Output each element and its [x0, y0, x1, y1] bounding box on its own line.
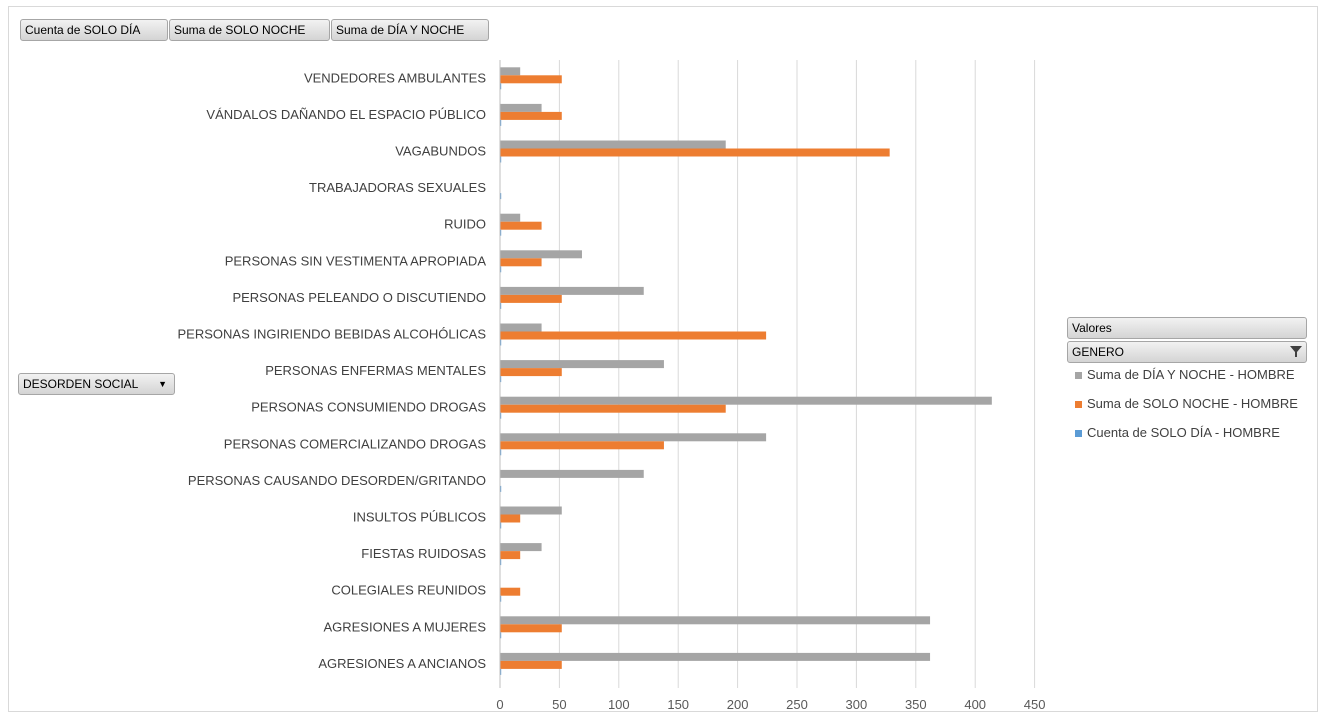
y-category-label: FIESTAS RUIDOSAS: [361, 546, 486, 561]
bar-dia-y-noche: [500, 103, 542, 112]
bar-dia-y-noche: [500, 616, 931, 625]
bar-solo-dia: [500, 229, 502, 236]
bar-dia-y-noche: [500, 250, 582, 259]
x-tick-label: 450: [1024, 697, 1046, 712]
bar-solo-noche: [500, 148, 890, 157]
y-category-label: PERSONAS SIN VESTIMENTA APROPIADA: [225, 253, 487, 268]
x-tick-label: 150: [667, 697, 689, 712]
row-field-label: DESORDEN SOCIAL: [23, 377, 139, 391]
legend-genero-field[interactable]: GENERO: [1067, 341, 1307, 363]
bar-dia-y-noche: [500, 652, 931, 661]
y-category-label: RUIDO: [444, 217, 486, 232]
bar-solo-dia: [500, 339, 502, 346]
filter-button-solo-dia[interactable]: Cuenta de SOLO DÍA: [20, 19, 168, 41]
bar-solo-noche: [500, 368, 562, 377]
y-category-label: INSULTOS PÚBLICOS: [353, 510, 486, 525]
chevron-down-icon: ▼: [158, 379, 167, 389]
bar-solo-dia: [500, 522, 502, 529]
legend-values-header[interactable]: Valores: [1067, 317, 1307, 339]
legend-entry-label: Cuenta de SOLO DÍA - HOMBRE: [1087, 425, 1280, 440]
y-category-label: PERSONAS INGIRIENDO BEBIDAS ALCOHÓLICAS: [178, 327, 487, 342]
bar-solo-dia: [500, 595, 502, 602]
y-category-label: AGRESIONES A ANCIANOS: [318, 656, 486, 671]
y-category-label: VAGABUNDOS: [395, 144, 486, 159]
filter-dropdown-icon: [1290, 346, 1302, 357]
bar-dia-y-noche: [500, 469, 644, 478]
bar-solo-noche: [500, 441, 664, 450]
bar-dia-y-noche: [500, 506, 562, 515]
bar-solo-noche: [500, 331, 767, 340]
y-category-label: PERSONAS CONSUMIENDO DROGAS: [251, 400, 486, 415]
bar-solo-noche: [500, 294, 562, 303]
bar-dia-y-noche: [500, 140, 726, 149]
bar-solo-noche: [500, 514, 521, 523]
bar-dia-y-noche: [500, 433, 767, 442]
y-category-label: COLEGIALES REUNIDOS: [331, 583, 486, 598]
legend-swatch: [1075, 372, 1082, 379]
row-field-desorden-social[interactable]: DESORDEN SOCIAL ▼: [18, 373, 175, 395]
bar-solo-noche: [500, 587, 521, 596]
bar-solo-dia: [500, 376, 502, 383]
bar-solo-noche: [500, 660, 562, 669]
y-category-label: VENDEDORES AMBULANTES: [304, 70, 486, 85]
y-category-label: PERSONAS COMERCIALIZANDO DROGAS: [224, 436, 487, 451]
filter-button-dia-y-noche[interactable]: Suma de DÍA Y NOCHE: [331, 19, 489, 41]
filter-button-solo-noche[interactable]: Suma de SOLO NOCHE: [169, 19, 330, 41]
bar-solo-noche: [500, 404, 726, 413]
x-tick-label: 0: [496, 697, 503, 712]
x-tick-label: 300: [846, 697, 868, 712]
y-category-label: PERSONAS ENFERMAS MENTALES: [265, 363, 486, 378]
x-tick-label: 100: [608, 697, 630, 712]
bar-solo-dia: [500, 412, 502, 419]
bar-solo-dia: [500, 485, 502, 492]
x-tick-label: 250: [786, 697, 808, 712]
y-category-label: PERSONAS PELEANDO O DISCUTIENDO: [232, 290, 486, 305]
y-category-label: PERSONAS CAUSANDO DESORDEN/GRITANDO: [188, 473, 486, 488]
x-tick-label: 200: [727, 697, 749, 712]
bar-solo-noche: [500, 221, 542, 230]
bar-solo-dia: [500, 302, 502, 309]
legend-swatch: [1075, 430, 1082, 437]
bar-dia-y-noche: [500, 67, 521, 76]
bar-dia-y-noche: [500, 286, 644, 295]
y-category-label: VÁNDALOS DAÑANDO EL ESPACIO PÚBLICO: [206, 107, 486, 122]
legend-entry-label: Suma de DÍA Y NOCHE - HOMBRE: [1087, 367, 1295, 382]
bar-solo-dia: [500, 449, 502, 456]
bar-solo-noche: [500, 551, 521, 560]
legend-swatch: [1075, 401, 1082, 408]
y-category-label: TRABAJADORAS SEXUALES: [309, 180, 486, 195]
bar-dia-y-noche: [500, 360, 664, 369]
bar-dia-y-noche: [500, 396, 992, 405]
x-tick-label: 350: [905, 697, 927, 712]
bar-solo-dia: [500, 156, 502, 163]
x-tick-label: 400: [964, 697, 986, 712]
bar-solo-dia: [500, 83, 502, 90]
bar-dia-y-noche: [500, 543, 542, 552]
y-category-label: AGRESIONES A MUJERES: [323, 619, 486, 634]
bar-solo-noche: [500, 111, 562, 120]
bar-solo-dia: [500, 632, 502, 639]
bar-solo-dia: [500, 193, 502, 200]
bar-dia-y-noche: [500, 213, 521, 222]
bar-dia-y-noche: [500, 323, 542, 332]
bar-solo-noche: [500, 258, 542, 267]
bar-solo-dia: [500, 266, 502, 273]
bar-solo-dia: [500, 668, 502, 675]
bar-solo-noche: [500, 75, 562, 84]
legend-genero-label: GENERO: [1072, 345, 1125, 359]
bar-solo-noche: [500, 624, 562, 633]
legend-entry-label: Suma de SOLO NOCHE - HOMBRE: [1087, 396, 1298, 411]
bar-solo-dia: [500, 559, 502, 566]
x-tick-label: 50: [552, 697, 566, 712]
bar-solo-dia: [500, 119, 502, 126]
